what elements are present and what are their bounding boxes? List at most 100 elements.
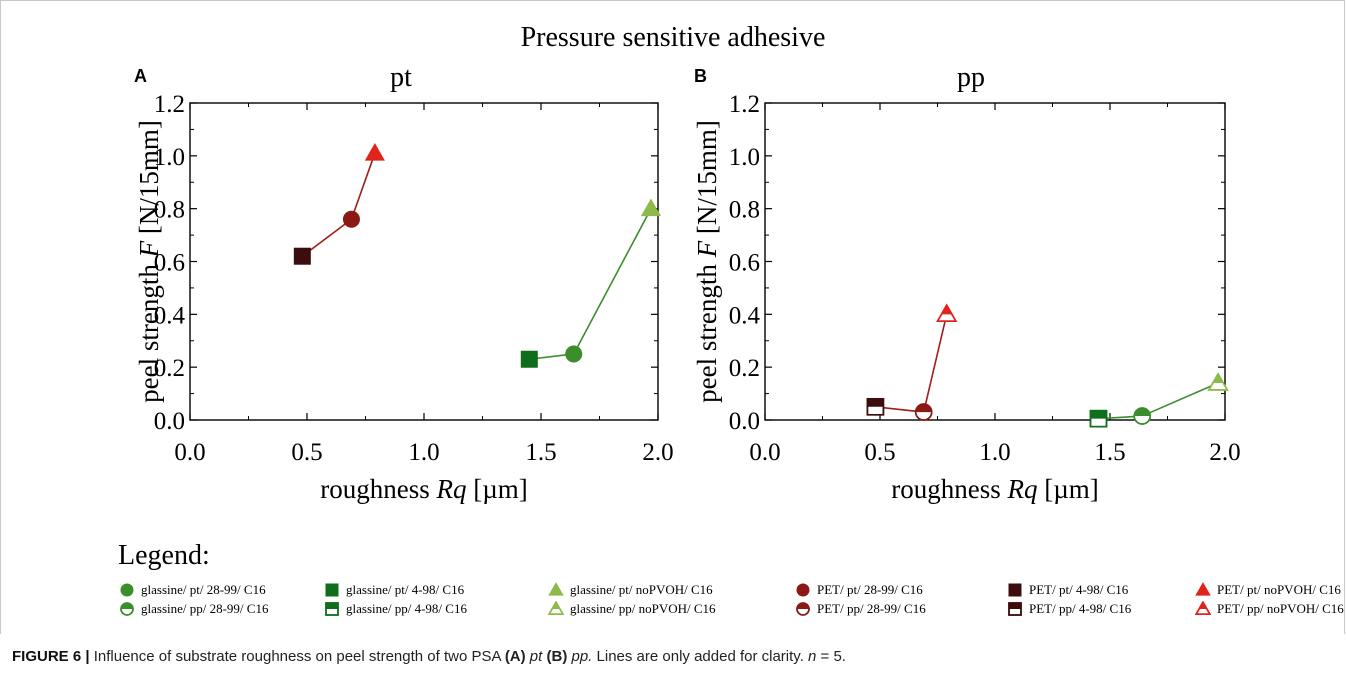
panel-b-title: pp [957, 62, 985, 93]
legend-item: PET/ pp/ noPVOH/ C16 [1195, 600, 1344, 618]
y-tick-label: 0.2 [729, 355, 760, 382]
data-point-circle [914, 403, 933, 421]
y-tick-label: 1.2 [154, 91, 185, 118]
legend-item: PET/ pt/ 4-98/ C16 [1007, 581, 1128, 599]
figure-title: Pressure sensitive adhesive [520, 22, 826, 53]
caption-n: n [808, 648, 817, 665]
plot-frame [764, 102, 1226, 421]
legend-label: glassine/ pp/ 28-99/ C16 [141, 601, 269, 616]
legend-marker [796, 602, 810, 616]
y-tick-label: 1.0 [154, 144, 185, 171]
legend-marker [1008, 602, 1022, 616]
legend-item: glassine/ pt/ 4-98/ C16 [324, 581, 464, 599]
x-tick-label: 2.0 [1209, 439, 1240, 466]
legend-item: glassine/ pt/ 28-99/ C16 [119, 581, 266, 599]
caption-n-value: = 5. [816, 648, 846, 665]
data-point-triangle [364, 142, 385, 161]
legend-label: PET/ pt/ 4-98/ C16 [1029, 582, 1129, 597]
data-point-square [520, 350, 538, 368]
y-tick-label: 1.2 [729, 91, 760, 118]
caption-a-label: (A) [504, 648, 526, 665]
y-tick-label: 0.6 [154, 250, 185, 277]
legend-label: PET/ pp/ 4-98/ C16 [1029, 601, 1132, 616]
legend-marker [1195, 601, 1211, 615]
caption-a-term: pt [525, 648, 547, 665]
legend-marker-square [1008, 583, 1022, 597]
x-tick-label: 1.5 [1094, 439, 1125, 466]
legend-marker [796, 583, 810, 597]
series-line [875, 314, 948, 413]
caption-figure-label: FIGURE 6 | [12, 648, 90, 665]
legend-item: PET/ pt/ noPVOH/ C16 [1195, 581, 1341, 599]
legend-marker [1195, 582, 1211, 596]
data-point-circle [1133, 407, 1151, 425]
caption-b-label: (B) [546, 648, 568, 665]
x-tick-label: 0.5 [864, 439, 895, 466]
y-axis-label: peel strength F [N/15mm] [692, 120, 722, 403]
legend-label: glassine/ pp/ noPVOH/ C16 [570, 601, 716, 616]
data-point-circle [565, 345, 583, 363]
legend-marker-triangle [1195, 582, 1211, 596]
legend-marker-triangle [1195, 601, 1211, 615]
legend-label: PET/ pt/ noPVOH/ C16 [1217, 582, 1341, 597]
legend-title: Legend: [118, 540, 210, 571]
y-tick-label: 0.0 [154, 408, 185, 435]
legend-item: PET/ pp/ 4-98/ C16 [1007, 600, 1131, 618]
legend-label: PET/ pp/ noPVOH/ C16 [1217, 601, 1344, 616]
legend-item: glassine/ pt/ noPVOH/ C16 [548, 581, 713, 599]
x-tick-label: 1.0 [408, 439, 439, 466]
legend-label: glassine/ pp/ 4-98/ C16 [346, 601, 467, 616]
legend-item: PET/ pp/ 28-99/ C16 [795, 600, 926, 618]
caption-text-1: Influence of substrate roughness on peel… [89, 648, 505, 665]
figure-frame [0, 0, 1345, 634]
legend-marker [1008, 583, 1022, 597]
y-tick-label: 0.4 [154, 302, 186, 329]
data-point-triangle [640, 198, 662, 217]
legend-marker-circle [120, 583, 134, 597]
panel-a-title: pt [390, 62, 412, 93]
legend-marker-triangle [548, 601, 564, 615]
legend-item: glassine/ pp/ noPVOH/ C16 [548, 600, 716, 618]
legend-item: glassine/ pp/ 28-99/ C16 [119, 600, 268, 618]
x-tick-label: 1.0 [979, 439, 1010, 466]
legend-marker [120, 583, 134, 597]
legend-marker-triangle [548, 582, 564, 596]
legend-marker-circle [796, 583, 810, 597]
legend-marker-circle [120, 602, 134, 616]
x-tick-label: 1.5 [525, 439, 556, 466]
data-point-square [1089, 409, 1108, 428]
panel-b-letter: B [694, 66, 707, 86]
y-tick-label: 1.0 [729, 144, 760, 171]
x-tick-label: 0.0 [174, 439, 205, 466]
panel-a-letter: A [134, 66, 147, 86]
legend-label: glassine/ pt/ 28-99/ C16 [141, 582, 266, 597]
caption-b-term: pp. [567, 648, 593, 665]
figure-caption: FIGURE 6 | Influence of substrate roughn… [12, 648, 846, 665]
legend-item: glassine/ pp/ 4-98/ C16 [324, 600, 467, 618]
y-tick-label: 0.2 [154, 355, 185, 382]
legend-label: glassine/ pt/ 4-98/ C16 [346, 582, 465, 597]
data-point-triangle [1207, 372, 1229, 391]
data-point-triangle [936, 303, 958, 323]
legend-marker [548, 582, 564, 596]
legend-label: glassine/ pt/ noPVOH/ C16 [570, 582, 713, 597]
legend-label: PET/ pp/ 28-99/ C16 [817, 601, 926, 616]
legend-marker [548, 601, 564, 615]
y-tick-label: 0.8 [154, 197, 185, 224]
x-tick-label: 0.5 [291, 439, 322, 466]
legend-marker [120, 602, 134, 616]
legend-marker-square [325, 602, 339, 616]
legend-marker [325, 602, 339, 616]
y-tick-label: 0.8 [729, 197, 760, 224]
x-axis-label: roughness Rq [µm] [320, 474, 528, 504]
y-tick-label: 0.0 [729, 408, 760, 435]
legend-item: PET/ pt/ 28-99/ C16 [795, 581, 923, 599]
data-point-square [293, 247, 311, 265]
legend-label: PET/ pt/ 28-99/ C16 [817, 582, 923, 597]
caption-text-2: Lines are only added for clarity. [592, 648, 809, 665]
y-tick-label: 0.6 [729, 250, 760, 277]
x-tick-label: 0.0 [749, 439, 780, 466]
legend-marker [325, 583, 339, 597]
